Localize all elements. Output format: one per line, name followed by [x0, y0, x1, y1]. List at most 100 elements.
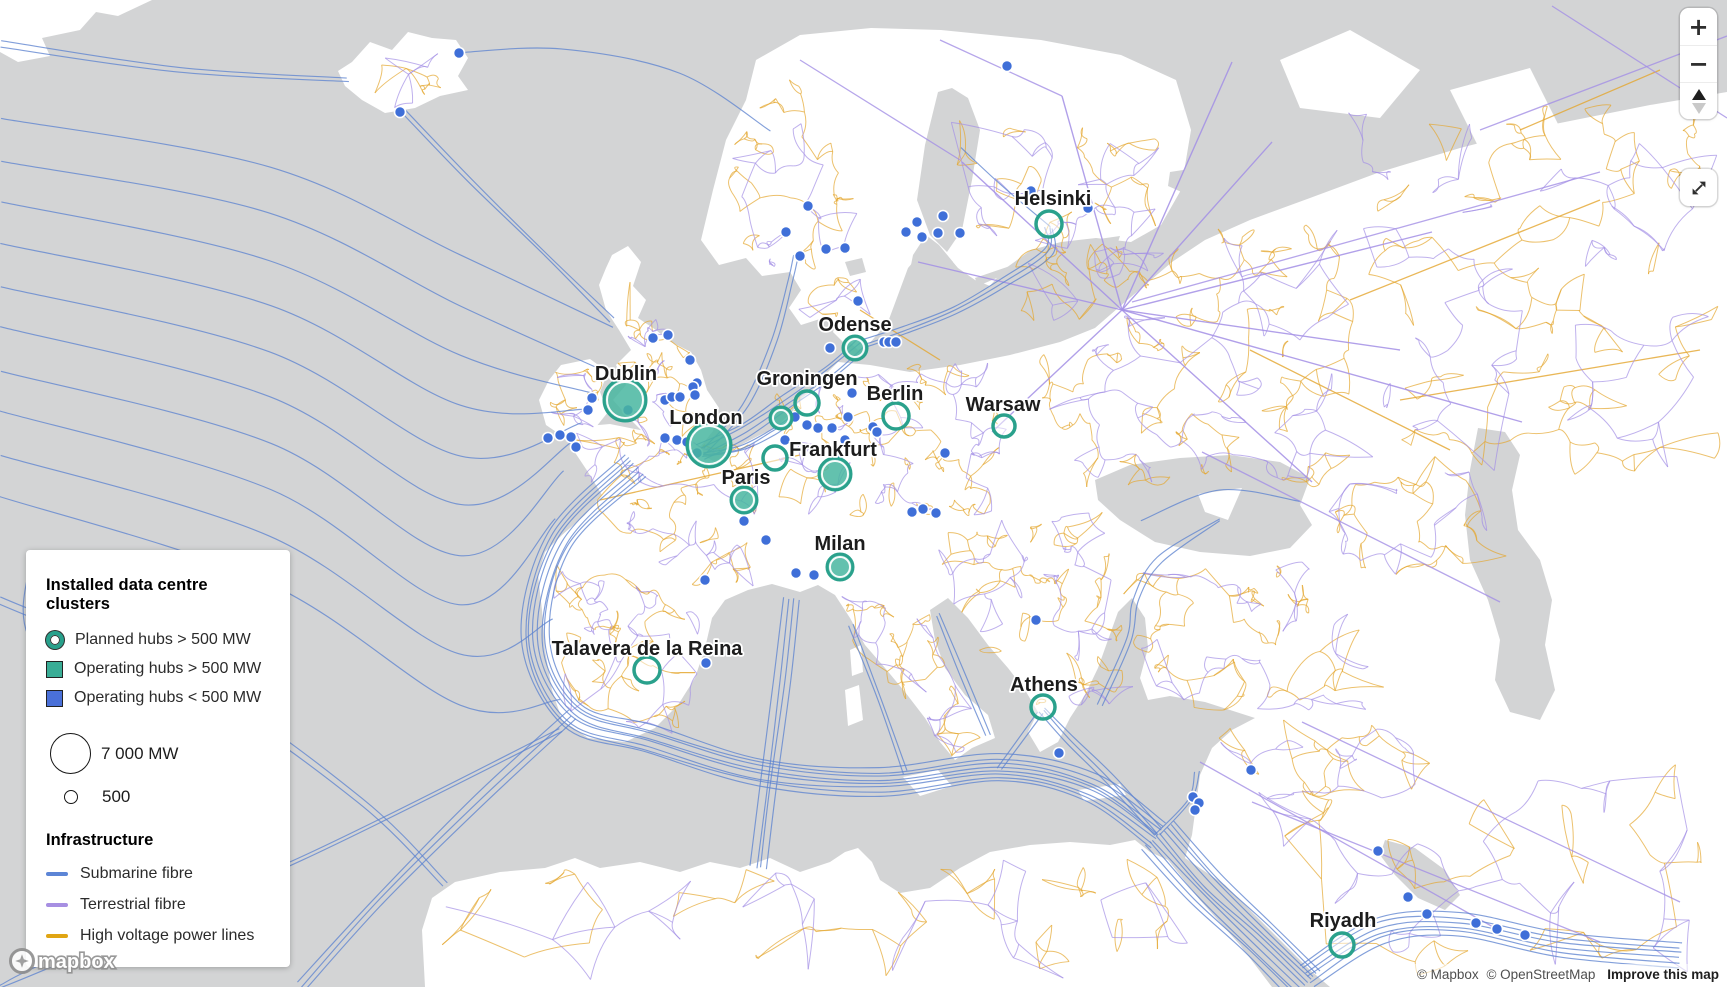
small-hub-dot[interactable] — [931, 226, 945, 240]
small-hub-dot[interactable] — [807, 568, 821, 582]
hub-marker-inner-ring — [829, 556, 851, 578]
small-hub-dot[interactable] — [938, 446, 952, 460]
small-hub-dot[interactable] — [673, 390, 687, 404]
small-hub-dot[interactable] — [929, 506, 943, 520]
small-hub-dot[interactable] — [789, 566, 803, 580]
hub-marker-operating[interactable] — [685, 421, 733, 469]
small-hub-dot[interactable] — [811, 421, 825, 435]
city-label: Warsaw — [966, 394, 1041, 416]
small-hub-dot[interactable] — [819, 242, 833, 256]
small-hub-dot[interactable] — [1024, 184, 1038, 198]
city-label: Frankfurt — [789, 439, 877, 461]
small-hub-dot[interactable] — [778, 433, 792, 447]
small-hub-dot[interactable] — [646, 331, 660, 345]
map-controls: + − — [1680, 8, 1717, 206]
small-hub-dot[interactable] — [699, 656, 713, 670]
city-label: Athens — [1010, 674, 1078, 696]
small-hub-dot[interactable] — [585, 391, 599, 405]
small-hub-dot[interactable] — [1469, 916, 1483, 930]
attribution-osm: © OpenStreetMap — [1486, 967, 1596, 982]
city-label: Dublin — [595, 363, 657, 385]
small-hub-dot[interactable] — [1052, 746, 1066, 760]
small-hub-dot[interactable] — [661, 328, 675, 342]
small-hub-dot[interactable] — [910, 215, 924, 229]
small-hub-dot[interactable] — [1029, 613, 1043, 627]
compass-button[interactable] — [1680, 82, 1717, 119]
mapbox-logo[interactable]: mapbox — [8, 946, 124, 981]
legend-item-submarine-fibre: Submarine fibre — [46, 865, 270, 883]
hub-markers — [602, 209, 1356, 959]
hub-marker-operating[interactable] — [817, 456, 853, 492]
small-hub-dot[interactable] — [1188, 803, 1202, 817]
small-hub-dot[interactable] — [825, 421, 839, 435]
small-hub-dot[interactable] — [759, 533, 773, 547]
small-hub-dot[interactable] — [658, 431, 672, 445]
zoom-out-button[interactable]: − — [1680, 45, 1717, 82]
size-scale-row-max: 7 000 MW — [46, 733, 270, 774]
attribution-bar: © Mapbox © OpenStreetMap Improve this ma… — [1406, 964, 1727, 987]
small-hub-dot[interactable] — [838, 433, 852, 447]
city-label: Berlin — [867, 383, 924, 405]
small-hub-dot[interactable] — [915, 230, 929, 244]
small-hub-dot[interactable] — [841, 410, 855, 424]
small-hub-dot[interactable] — [670, 433, 684, 447]
small-hub-dot[interactable] — [698, 573, 712, 587]
small-hub-dot[interactable] — [851, 294, 865, 308]
small-hub-dot[interactable] — [1401, 890, 1415, 904]
small-hub-dot[interactable] — [936, 209, 950, 223]
small-hub-dot[interactable] — [1000, 59, 1014, 73]
small-hub-dot[interactable] — [541, 431, 555, 445]
hub-marker-planned[interactable] — [1034, 209, 1064, 239]
hub-marker-operating[interactable] — [602, 377, 648, 423]
small-hub-dot[interactable] — [916, 502, 930, 516]
small-hub-dot[interactable] — [779, 225, 793, 239]
hub-marker-planned[interactable] — [761, 444, 789, 472]
hub-marker-planned[interactable] — [881, 401, 911, 431]
improve-this-map-link[interactable]: Improve this map — [1607, 967, 1719, 982]
small-hub-dot[interactable] — [889, 335, 903, 349]
hub-marker-planned[interactable] — [632, 655, 662, 685]
small-hub-dot[interactable] — [801, 199, 815, 213]
fullscreen-button[interactable] — [1680, 169, 1717, 206]
size-scale-row-min: 500 — [46, 787, 270, 807]
small-hub-dot[interactable] — [838, 241, 852, 255]
hub-marker-planned[interactable] — [1029, 693, 1057, 721]
small-hub-dot[interactable] — [1420, 907, 1434, 921]
hub-marker-planned[interactable] — [1328, 931, 1356, 959]
small-hub-dot[interactable] — [1244, 763, 1258, 777]
legend-item-terrestrial-fibre: Terrestrial fibre — [46, 896, 270, 914]
zoom-in-button[interactable]: + — [1680, 8, 1717, 45]
small-hub-dot[interactable] — [1371, 844, 1385, 858]
small-hub-dot[interactable] — [800, 418, 814, 432]
small-hub-dot[interactable] — [688, 388, 702, 402]
plus-icon: + — [1688, 12, 1709, 41]
small-hub-dot[interactable] — [870, 425, 884, 439]
small-hub-dot[interactable] — [1490, 922, 1504, 936]
small-hub-dot[interactable] — [581, 403, 595, 417]
small-hub-dot[interactable] — [823, 341, 837, 355]
hub-marker-planned[interactable] — [793, 389, 821, 417]
small-hub-dot[interactable] — [953, 226, 967, 240]
zoom-control-group: + − — [1680, 8, 1717, 119]
small-hub-dot[interactable] — [569, 440, 583, 454]
size-scale-max-circle — [50, 733, 91, 774]
legend-item-power-lines: High voltage power lines — [46, 927, 270, 945]
small-hub-dot[interactable] — [845, 386, 859, 400]
small-hub-dot[interactable] — [393, 105, 407, 119]
small-hub-dot[interactable] — [564, 430, 578, 444]
hub-marker-planned[interactable] — [991, 413, 1017, 439]
legend-item-operating-hubs-large: Operating hubs > 500 MW — [46, 660, 270, 678]
small-hub-dot[interactable] — [793, 249, 807, 263]
small-hub-dot[interactable] — [905, 505, 919, 519]
small-hub-dot[interactable] — [737, 514, 751, 528]
small-hub-dot[interactable] — [683, 353, 697, 367]
small-hub-dot[interactable] — [813, 445, 827, 459]
city-label: Paris — [722, 467, 771, 489]
small-hub-dot[interactable] — [899, 225, 913, 239]
small-hub-dot[interactable] — [452, 46, 466, 60]
small-hub-dot[interactable] — [1518, 928, 1532, 942]
city-label: Milan — [814, 533, 865, 555]
small-hub-dot[interactable] — [553, 428, 567, 442]
small-hub-dot[interactable] — [1081, 201, 1095, 215]
